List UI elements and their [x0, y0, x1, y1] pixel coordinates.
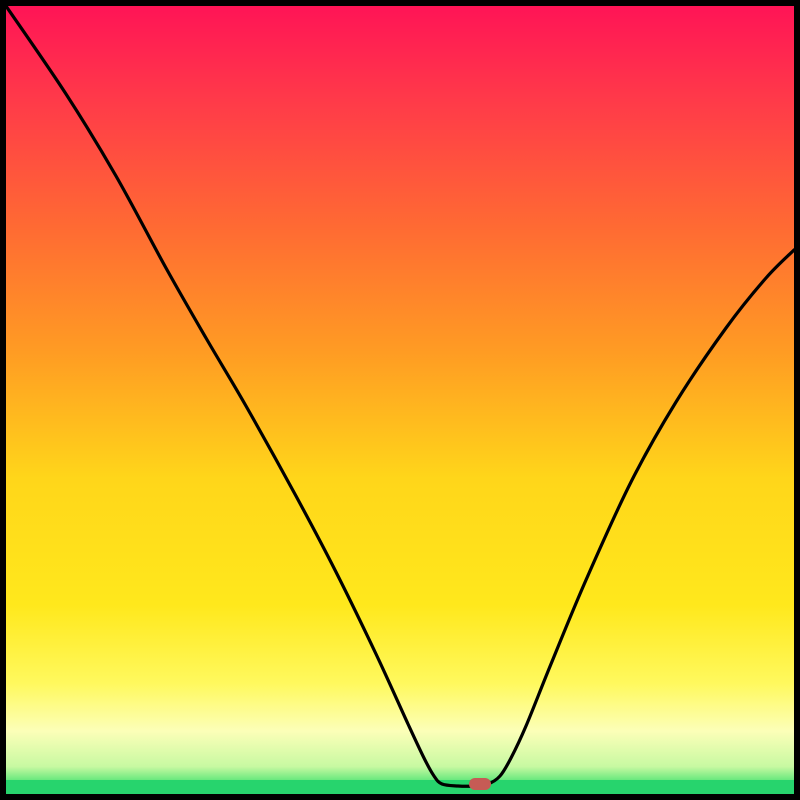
sweet-spot-marker: [469, 778, 491, 790]
bottleneck-curve: [6, 6, 794, 794]
bottleneck-chart: [0, 0, 800, 800]
